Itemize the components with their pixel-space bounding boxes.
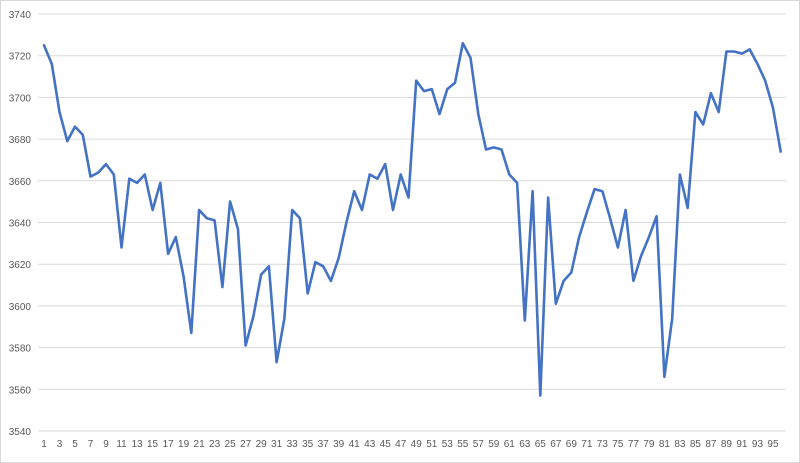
x-tick-label: 7 — [88, 439, 94, 450]
x-tick-label: 49 — [411, 439, 423, 450]
x-tick-label: 87 — [705, 439, 717, 450]
x-tick-label: 29 — [256, 439, 268, 450]
x-tick-label: 63 — [519, 439, 531, 450]
x-tick-label: 19 — [178, 439, 190, 450]
x-tick-label: 5 — [72, 439, 78, 450]
x-tick-label: 93 — [752, 439, 764, 450]
x-tick-label: 65 — [535, 439, 547, 450]
x-tick-label: 9 — [103, 439, 109, 450]
x-tick-label: 79 — [643, 439, 655, 450]
x-tick-label: 61 — [504, 439, 516, 450]
y-tick-label: 3560 — [9, 385, 32, 396]
y-tick-label: 3580 — [9, 344, 32, 355]
x-tick-label: 47 — [395, 439, 407, 450]
x-tick-label: 21 — [194, 439, 206, 450]
x-tick-label: 15 — [147, 439, 159, 450]
x-tick-label: 75 — [612, 439, 624, 450]
x-tick-label: 37 — [318, 439, 330, 450]
x-tick-label: 33 — [287, 439, 299, 450]
x-tick-label: 53 — [442, 439, 454, 450]
x-tick-label: 3 — [57, 439, 63, 450]
y-tick-label: 3620 — [9, 260, 32, 271]
y-tick-label: 3540 — [9, 427, 32, 438]
x-tick-label: 81 — [659, 439, 671, 450]
y-tick-label: 3600 — [9, 302, 32, 313]
x-tick-label: 41 — [349, 439, 361, 450]
x-tick-label: 51 — [426, 439, 438, 450]
y-tick-label: 3720 — [9, 52, 32, 63]
x-tick-label: 67 — [550, 439, 562, 450]
x-tick-label: 11 — [116, 439, 127, 450]
x-tick-label: 71 — [581, 439, 593, 450]
x-tick-label: 95 — [767, 439, 779, 450]
x-tick-label: 43 — [364, 439, 376, 450]
x-tick-label: 31 — [271, 439, 283, 450]
x-tick-label: 39 — [333, 439, 345, 450]
x-tick-label: 35 — [302, 439, 314, 450]
x-tick-label: 27 — [240, 439, 252, 450]
y-tick-label: 3700 — [9, 93, 32, 104]
x-tick-label: 89 — [721, 439, 733, 450]
x-tick-label: 25 — [225, 439, 237, 450]
x-tick-label: 1 — [41, 439, 47, 450]
y-tick-label: 3680 — [9, 135, 32, 146]
x-tick-label: 69 — [566, 439, 578, 450]
x-tick-label: 17 — [163, 439, 175, 450]
x-tick-label: 77 — [628, 439, 640, 450]
series-line — [42, 41, 783, 397]
y-tick-label: 3660 — [9, 177, 32, 188]
x-tick-label: 45 — [380, 439, 392, 450]
x-tick-label: 55 — [457, 439, 469, 450]
x-tick-label: 85 — [690, 439, 702, 450]
y-tick-label: 3640 — [9, 219, 32, 230]
x-tick-label: 57 — [473, 439, 485, 450]
x-tick-label: 83 — [674, 439, 686, 450]
x-tick-label: 91 — [736, 439, 748, 450]
x-tick-label: 23 — [209, 439, 221, 450]
x-tick-label: 13 — [131, 439, 143, 450]
x-tick-label: 73 — [597, 439, 609, 450]
y-tick-label: 3740 — [9, 10, 32, 21]
x-tick-label: 59 — [488, 439, 500, 450]
